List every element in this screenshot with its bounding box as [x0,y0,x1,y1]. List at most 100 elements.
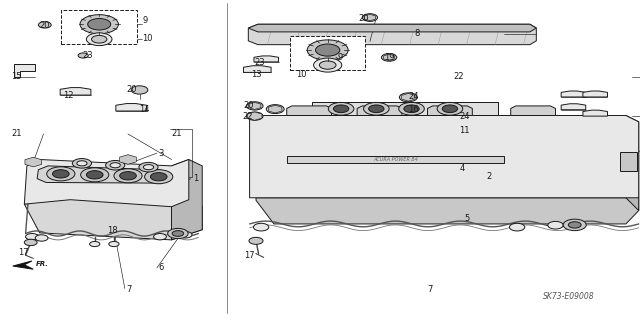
Text: FR.: FR. [36,261,49,267]
Polygon shape [364,14,376,21]
Circle shape [77,161,87,166]
Circle shape [548,221,563,229]
Circle shape [150,173,167,181]
Bar [620,152,637,171]
Circle shape [249,237,263,244]
Text: 16: 16 [408,105,419,114]
Circle shape [86,171,103,179]
Text: 17: 17 [244,251,255,260]
Text: 6: 6 [159,263,164,272]
Circle shape [437,102,463,115]
Circle shape [78,53,88,58]
Circle shape [364,102,389,115]
Polygon shape [287,106,332,115]
Circle shape [154,234,166,240]
Text: 21: 21 [172,130,182,138]
Circle shape [404,105,419,113]
Circle shape [246,102,263,110]
Polygon shape [120,155,136,164]
Polygon shape [248,102,261,109]
Polygon shape [561,104,586,110]
Circle shape [509,223,525,231]
Polygon shape [243,66,271,72]
Circle shape [442,105,458,113]
Polygon shape [511,106,556,115]
Text: 20: 20 [127,85,137,94]
Circle shape [72,159,92,168]
Polygon shape [583,91,607,97]
Text: 13: 13 [251,70,262,79]
Text: 7: 7 [428,285,433,294]
Polygon shape [60,88,91,95]
Circle shape [333,105,349,113]
Circle shape [362,14,378,21]
Text: 23: 23 [255,58,266,67]
Circle shape [47,167,75,181]
Text: 23: 23 [82,51,93,60]
Circle shape [110,163,120,168]
Text: 9: 9 [338,53,343,62]
Polygon shape [428,106,472,115]
Text: 21: 21 [12,130,22,138]
Text: 11: 11 [460,126,470,135]
Polygon shape [248,24,536,32]
Circle shape [399,93,417,102]
Circle shape [26,234,38,240]
Circle shape [80,15,118,34]
Text: 22: 22 [453,72,463,81]
Circle shape [568,222,581,228]
Polygon shape [254,56,278,62]
Polygon shape [13,261,33,269]
Circle shape [314,58,342,72]
Polygon shape [172,160,202,240]
Circle shape [319,61,336,69]
Circle shape [266,105,284,114]
Circle shape [307,40,348,60]
Polygon shape [583,110,607,116]
Circle shape [120,172,136,180]
Text: 14: 14 [140,105,150,114]
Polygon shape [248,112,262,120]
Circle shape [369,105,384,113]
Polygon shape [248,24,536,45]
Text: 17: 17 [18,248,29,257]
Circle shape [90,241,100,247]
Text: 20: 20 [243,101,253,110]
Text: 4: 4 [460,164,465,173]
Polygon shape [14,64,35,77]
Circle shape [563,219,586,231]
Text: 18: 18 [108,226,118,235]
Polygon shape [250,115,639,198]
Text: 24: 24 [408,93,419,101]
Text: SK73-E09008: SK73-E09008 [543,292,594,300]
Circle shape [52,170,69,178]
Circle shape [145,170,173,184]
Text: 1: 1 [193,174,198,183]
Polygon shape [24,194,202,240]
Text: 24: 24 [460,112,470,121]
Text: 5: 5 [465,214,470,223]
Text: 10: 10 [142,34,152,43]
Polygon shape [357,106,402,115]
Text: 2: 2 [486,172,492,181]
Polygon shape [402,93,415,101]
Text: 22: 22 [242,112,252,121]
Polygon shape [561,91,586,97]
Polygon shape [256,198,639,224]
Circle shape [399,102,424,115]
Text: 9: 9 [142,16,147,25]
Bar [290,36,365,70]
Text: 20: 20 [40,21,50,30]
Circle shape [114,169,142,183]
Circle shape [86,33,112,46]
Bar [61,10,137,44]
Polygon shape [626,115,639,211]
Circle shape [38,22,51,28]
Polygon shape [383,54,395,61]
Polygon shape [24,160,189,207]
Polygon shape [269,105,282,113]
Circle shape [92,35,107,43]
Text: 8: 8 [415,29,420,38]
Circle shape [88,19,111,30]
Text: 7: 7 [127,285,132,294]
